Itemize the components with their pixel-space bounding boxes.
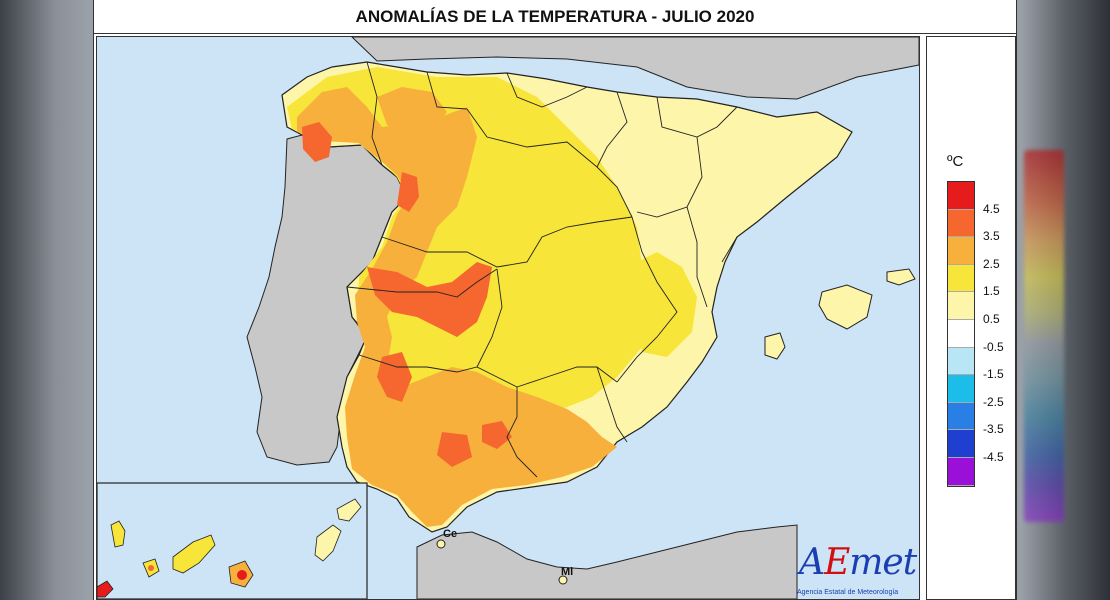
legend-label: -0.5 — [983, 339, 1004, 354]
legend-label: -2.5 — [983, 394, 1004, 409]
legend-swatch — [948, 319, 974, 348]
ceuta-label: Ce — [443, 528, 457, 540]
anomaly-zone-hot-cordoba — [437, 432, 472, 467]
anomaly-zone-hot-galicia — [302, 122, 332, 162]
legend-swatch — [948, 347, 974, 376]
anomaly-zone-hot-extremadura — [367, 262, 492, 337]
legend-panel: ºC 4.5 3.5 2.5 1.5 0.5 -0.5 -1.5 -2.5 -3.5 -4.5 — [926, 36, 1016, 600]
legend-label: -3.5 — [983, 422, 1004, 437]
legend-label: 0.5 — [983, 312, 1000, 326]
legend-swatch — [948, 264, 974, 293]
balearic-islands — [764, 268, 916, 360]
anomaly-zone-hot-jaen — [482, 421, 512, 449]
france-land — [351, 37, 919, 100]
legend-swatch — [948, 237, 974, 265]
map-title: ANOMALÍAS DE LA TEMPERATURA - JULIO 2020 — [94, 0, 1016, 34]
background-legend-ghost — [1024, 150, 1064, 522]
temperature-anomaly-map: Ce Ml AEmet Agencia Estatal de Meteorolo… — [96, 36, 920, 600]
legend-label: -1.5 — [983, 367, 1004, 382]
legend-label: -4.5 — [983, 450, 1004, 464]
aemet-wordmark: AEmet — [799, 542, 917, 583]
anomaly-zone-orange-north — [377, 87, 447, 137]
anomaly-zone-yellow-east — [627, 252, 697, 357]
melilla-label: Ml — [561, 566, 573, 578]
legend-label: 2.5 — [983, 256, 1000, 271]
ceuta-marker — [436, 539, 446, 549]
map-figure: ANOMALÍAS DE LA TEMPERATURA - JULIO 2020 — [93, 0, 1017, 600]
melilla-marker — [558, 575, 568, 585]
legend-swatch — [948, 209, 974, 238]
legend-label: 3.5 — [983, 229, 1000, 244]
aemet-logo: AEmet Agencia Estatal de Meteorología — [787, 539, 917, 599]
legend-color-bar — [947, 181, 975, 487]
anomaly-zone-hot-zamora — [397, 172, 419, 212]
anomaly-zone-orange — [297, 87, 617, 527]
legend-swatch — [948, 430, 974, 458]
legend-label: 1.5 — [983, 284, 1000, 299]
legend-swatch — [948, 457, 974, 486]
legend-unit: ºC — [947, 153, 964, 170]
anomaly-zone-hot-badajoz — [377, 352, 412, 402]
legend-swatch — [948, 375, 974, 403]
africa-land — [416, 524, 798, 599]
legend-swatch — [948, 182, 974, 210]
region-borders — [346, 61, 738, 478]
legend-swatch — [948, 292, 974, 320]
canary-islands-inset — [97, 482, 368, 599]
legend-swatch — [948, 402, 974, 431]
aemet-subtitle: Agencia Estatal de Meteorología — [797, 589, 899, 596]
legend-label: 4.5 — [983, 201, 1000, 216]
map-svg: Ce Ml — [97, 37, 919, 599]
